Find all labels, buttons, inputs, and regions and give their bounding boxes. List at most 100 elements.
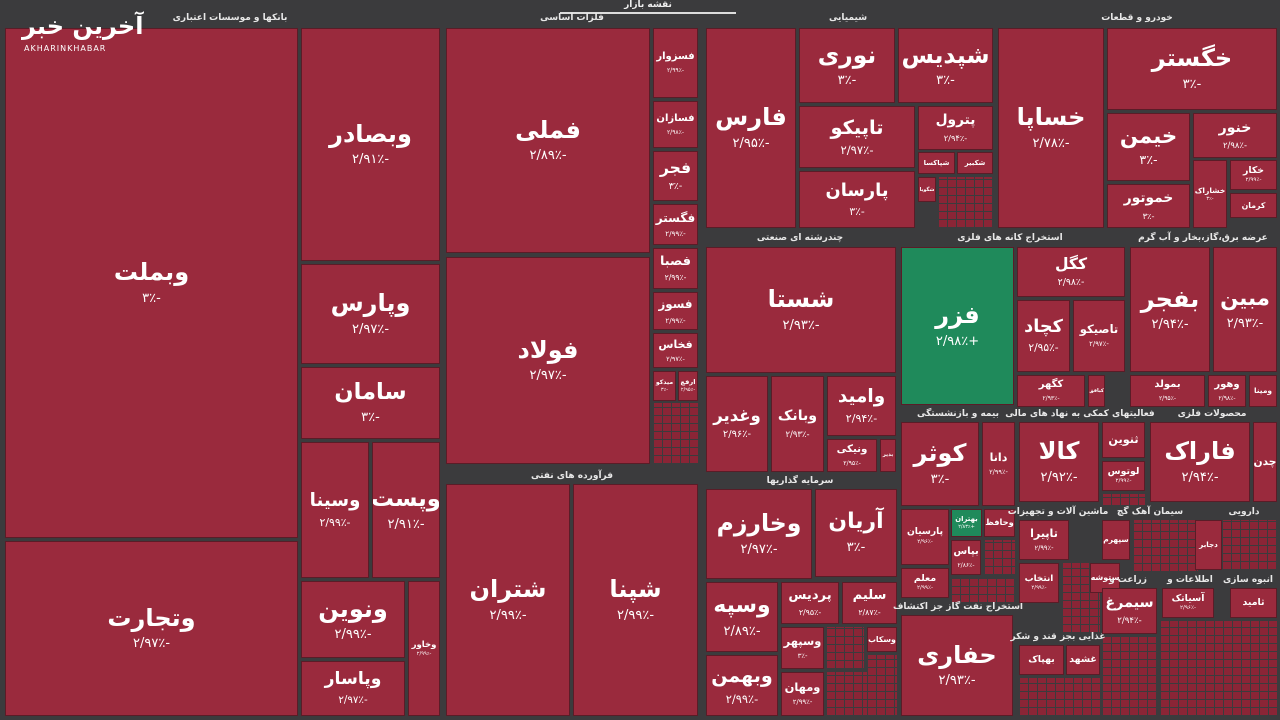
stock-name: خیمن: [1119, 123, 1178, 149]
stock-tile: کوثر -۳٪: [901, 422, 979, 506]
stock-tile: فگستر -۲/۹۹٪: [653, 204, 698, 245]
stock-name: ثنوین: [1108, 433, 1139, 447]
stock-tile: بفجر -۲/۹۴٪: [1130, 247, 1210, 372]
stock-change: -۲/۸۷٪: [858, 607, 881, 617]
stock-name: فزر: [935, 301, 980, 330]
stock-name: پارسیان: [906, 527, 944, 538]
stock-change: -۲/۹۹٪: [664, 273, 687, 283]
stock-name: شپدیس: [901, 40, 990, 69]
stock-tile: فسوز -۲/۹۹٪: [653, 292, 698, 330]
sector-title: بانکها و موسسات اعتباری: [172, 13, 288, 23]
stock-name: فگستر: [655, 210, 696, 225]
stock-change: -۲/۹۳٪: [782, 317, 820, 333]
stock-tile: فسازان -۲/۹۸٪: [653, 101, 698, 148]
stock-tile: خشاراک -۳٪: [1193, 160, 1227, 228]
stock-tile: شپنا -۲/۹۹٪: [573, 484, 698, 716]
stock-name: وخارزم: [716, 509, 802, 538]
sector-title: چندرشته ای صنعتی: [756, 233, 844, 243]
stock-name: خساپا: [1016, 103, 1086, 132]
stock-name: خشاراک: [1194, 185, 1226, 195]
stock-name: وهور: [1214, 379, 1240, 391]
stock-change: -۲/۹۷٪: [338, 694, 368, 707]
stock-change: -۲/۹۹٪: [666, 67, 685, 75]
stock-change: -۲/۹۶٪: [917, 539, 933, 546]
stock-tile: معلم -۲/۹۹٪: [901, 568, 949, 598]
stock-tile: ونیکی -۲/۹۵٪: [827, 439, 877, 472]
stock-name: ونوین: [318, 594, 388, 623]
stock-name: وحافظ: [985, 517, 1014, 528]
stock-change: -۲/۸۹٪: [723, 623, 761, 639]
stock-name: فاراک: [1164, 437, 1236, 466]
stock-tile: خیمن -۳٪: [1107, 113, 1190, 181]
stock-name: وبهمن: [711, 664, 773, 687]
stock-tile: آسیاتک -۲/۹۶٪: [1162, 588, 1214, 618]
stock-name: خگستر: [1151, 44, 1233, 73]
stock-change: -۲/۹۷٪: [133, 636, 171, 652]
stock-change: -۲/۹۹٪: [334, 627, 372, 643]
stock-name: فصبا: [659, 253, 692, 269]
stock-name: ستوشه: [1090, 573, 1120, 583]
sector-title: انبوه سازی: [1223, 575, 1273, 585]
stock-name: بپاس: [953, 545, 979, 557]
stock-name: دجابر: [1199, 539, 1218, 549]
stock-tile: خساپا -۲/۷۸٪: [998, 28, 1104, 228]
stock-tile: وپست -۲/۹۱٪: [372, 442, 440, 578]
sector-title: زراعت و: [1109, 575, 1147, 585]
stock-tile: وهور -۲/۹۸٪: [1208, 375, 1246, 407]
stock-name: کگل: [1054, 254, 1088, 273]
stock-name: بفجر: [1140, 284, 1200, 313]
stock-change: -۲/۹۷٪: [529, 368, 567, 384]
stock-tile: میدکو -۳٪: [653, 371, 676, 401]
stock-change: -۲/۹۹٪: [989, 468, 1008, 477]
stock-tile: سیمرغ -۲/۹۴٪: [1102, 588, 1157, 634]
stock-change: -۲/۹۵٪: [680, 387, 696, 394]
stock-change: -۲/۹۹٪: [416, 650, 432, 657]
stock-change: -۲/۹۷٪: [840, 143, 874, 158]
stock-change: -۳٪: [1206, 195, 1214, 202]
stock-tile: وسکاب: [867, 627, 897, 652]
stock-tile: دانا -۲/۹۹٪: [982, 422, 1015, 506]
stock-change: -۲/۹۹٪: [917, 585, 933, 592]
stock-tile: فاراک -۲/۹۴٪: [1150, 422, 1250, 502]
stock-tile: فجر -۳٪: [653, 151, 698, 201]
stock-tile: سامان -۳٪: [301, 367, 440, 439]
stock-name: خکار: [1242, 165, 1265, 177]
stock-name: وسکاب: [868, 634, 896, 644]
stock-change: -۲/۸۶٪: [957, 561, 975, 569]
stock-tile: وحافظ: [984, 509, 1015, 537]
stock-change: -۲/۸۹٪: [529, 148, 567, 164]
stock-tile: فخاس -۲/۹۷٪: [653, 333, 698, 368]
stock-tile: وپارس -۲/۹۷٪: [301, 264, 440, 364]
stock-change: -۲/۹۷٪: [666, 354, 685, 363]
stock-change: -۲/۹۷٪: [740, 541, 778, 557]
stock-name: کگهر: [1038, 379, 1064, 391]
stock-name: فملی: [515, 115, 581, 144]
stock-tile: ونوین -۲/۹۹٪: [301, 581, 405, 658]
stock-tile: شگویا: [918, 177, 936, 202]
stock-name: وخاور: [411, 639, 437, 650]
stock-name: خموتور: [1123, 190, 1174, 207]
stock-tile: نوری -۳٪: [799, 28, 895, 103]
stock-name: تاصیکو: [1079, 321, 1119, 336]
small-tiles: [938, 177, 993, 228]
sector-title: سرمایه گذاریها: [766, 476, 834, 486]
stock-name: فسازان: [656, 112, 695, 124]
stock-name: سامان: [334, 379, 407, 406]
small-tiles: [1102, 494, 1145, 506]
small-tiles: [1160, 621, 1277, 716]
small-tiles: [1102, 637, 1157, 716]
stock-change: -۲/۹۵٪: [843, 459, 861, 467]
stock-change: -۲/۹۵٪: [798, 607, 822, 617]
stock-name: فخاس: [658, 337, 693, 351]
stock-change: -۲/۹۴٪: [845, 411, 878, 425]
stock-name: بهپاک: [1028, 654, 1055, 666]
stock-tile: ثنوین: [1102, 422, 1145, 458]
stock-change: -۲/۹۸٪: [1218, 395, 1236, 403]
sector-title: عرضه برق،گاز،بخار و آب گرم: [1138, 233, 1268, 243]
stock-tile: مبین -۲/۹۳٪: [1213, 247, 1277, 372]
stock-tile: وسپه -۲/۸۹٪: [706, 582, 778, 652]
stock-name: کچاد: [1024, 316, 1063, 337]
stock-tile: وبهمن -۲/۹۹٪: [706, 655, 778, 716]
stock-name: حفاری: [917, 640, 997, 669]
stock-tile: ومهان -۲/۹۹٪: [781, 672, 824, 716]
